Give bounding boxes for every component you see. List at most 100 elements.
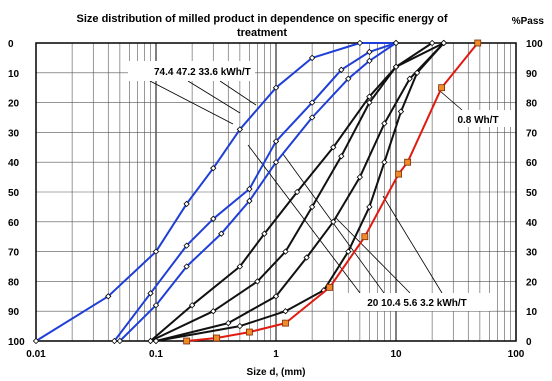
right-tick-label: 90 xyxy=(526,69,538,80)
data-point xyxy=(32,337,40,345)
data-point xyxy=(303,254,310,261)
left-tick-label: 40 xyxy=(8,158,20,169)
data-point xyxy=(282,308,289,315)
right-tick-label: 80 xyxy=(526,99,538,110)
series-33-6 xyxy=(116,39,400,345)
data-point xyxy=(225,319,232,327)
data-point xyxy=(236,263,244,270)
leader-line-0-8 xyxy=(439,90,463,111)
data-point xyxy=(440,39,447,47)
data-point xyxy=(210,308,217,315)
leader-line-5-6 xyxy=(335,217,411,294)
left-tick-label: 0 xyxy=(8,39,14,50)
data-point xyxy=(105,293,112,300)
data-point xyxy=(152,337,160,345)
right-tick-label: 60 xyxy=(526,158,538,169)
data-point xyxy=(345,75,352,82)
leader-line-3-2 xyxy=(382,195,443,294)
x-tick-label: 1 xyxy=(273,349,279,360)
data-point xyxy=(366,48,373,56)
leader-line-74-4 xyxy=(149,80,234,125)
annotation-right: 0.8 Wh/T xyxy=(457,115,498,126)
data-point xyxy=(147,290,154,297)
data-point xyxy=(366,57,373,65)
annotation-box-top xyxy=(128,61,255,81)
data-point xyxy=(188,302,196,309)
data-point xyxy=(404,158,412,166)
data-point xyxy=(428,39,436,47)
data-point xyxy=(381,120,388,127)
grid xyxy=(36,43,516,341)
data-point xyxy=(210,215,217,222)
data-point xyxy=(261,230,268,237)
data-point xyxy=(338,153,345,160)
data-point xyxy=(381,159,388,166)
series-47-2 xyxy=(111,39,400,345)
data-point xyxy=(330,144,337,151)
data-point xyxy=(272,293,280,300)
data-point xyxy=(356,173,364,181)
data-point xyxy=(116,337,124,345)
series-20 xyxy=(147,39,436,345)
data-point xyxy=(183,242,190,249)
left-tick-label: 30 xyxy=(8,128,20,139)
data-point xyxy=(308,114,316,121)
annotation-box-bottom xyxy=(344,293,490,311)
series-line xyxy=(155,42,445,342)
data-point xyxy=(366,99,373,106)
data-point xyxy=(282,248,289,255)
data-point xyxy=(397,108,405,115)
data-point xyxy=(282,319,289,327)
x-tick-label: 0.01 xyxy=(26,349,46,360)
data-point xyxy=(236,126,244,133)
right-tick-label: 70 xyxy=(526,128,538,139)
data-point xyxy=(308,54,316,62)
data-point xyxy=(272,84,280,91)
data-point xyxy=(330,218,337,225)
data-point xyxy=(392,63,400,71)
left-tick-label: 90 xyxy=(8,307,20,318)
annotation-box-right xyxy=(455,110,513,127)
left-tick-label: 70 xyxy=(8,248,20,259)
data-point xyxy=(111,337,118,345)
left-tick-label: 80 xyxy=(8,277,20,288)
right-tick-label: 50 xyxy=(526,188,538,199)
data-point xyxy=(183,263,190,270)
data-point xyxy=(152,248,160,255)
data-point xyxy=(356,39,364,47)
data-point xyxy=(413,69,421,76)
data-point xyxy=(218,230,225,237)
plot-area-border xyxy=(35,42,517,342)
x-axis-label: Size d, (mm) xyxy=(247,367,306,378)
data-point xyxy=(338,66,345,73)
series-line xyxy=(113,42,397,342)
left-tick-label: 60 xyxy=(8,218,20,229)
right-axis-label: %Pass xyxy=(512,16,545,27)
left-tick-label: 100 xyxy=(8,337,25,348)
right-tick-label: 20 xyxy=(526,277,538,288)
data-point xyxy=(254,278,261,285)
series-line xyxy=(186,42,479,342)
data-point xyxy=(395,170,402,178)
data-point xyxy=(308,203,316,211)
right-tick-label: 0 xyxy=(526,337,532,348)
data-point xyxy=(213,334,221,342)
tick-labels: 0.01 0.1 1 10 100010203040506070809010010090… xyxy=(8,39,543,360)
data-point xyxy=(236,322,244,330)
right-tick-label: 30 xyxy=(526,248,538,259)
series-0-8 xyxy=(183,39,482,345)
data-point xyxy=(183,200,190,208)
right-tick-label: 40 xyxy=(526,218,538,229)
data-point xyxy=(345,248,352,255)
annotation-top-left: 74.4 47.2 33.6 kWh/T xyxy=(154,67,251,78)
series-line xyxy=(35,42,396,342)
leader-line-47-2 xyxy=(187,80,241,114)
data-point xyxy=(366,93,373,100)
data-point xyxy=(272,159,280,166)
data-point xyxy=(246,197,253,205)
right-tick-label: 100 xyxy=(526,39,543,50)
series-line xyxy=(119,42,397,342)
data-point xyxy=(406,75,413,82)
x-tick-label: 0.1 xyxy=(149,349,163,360)
